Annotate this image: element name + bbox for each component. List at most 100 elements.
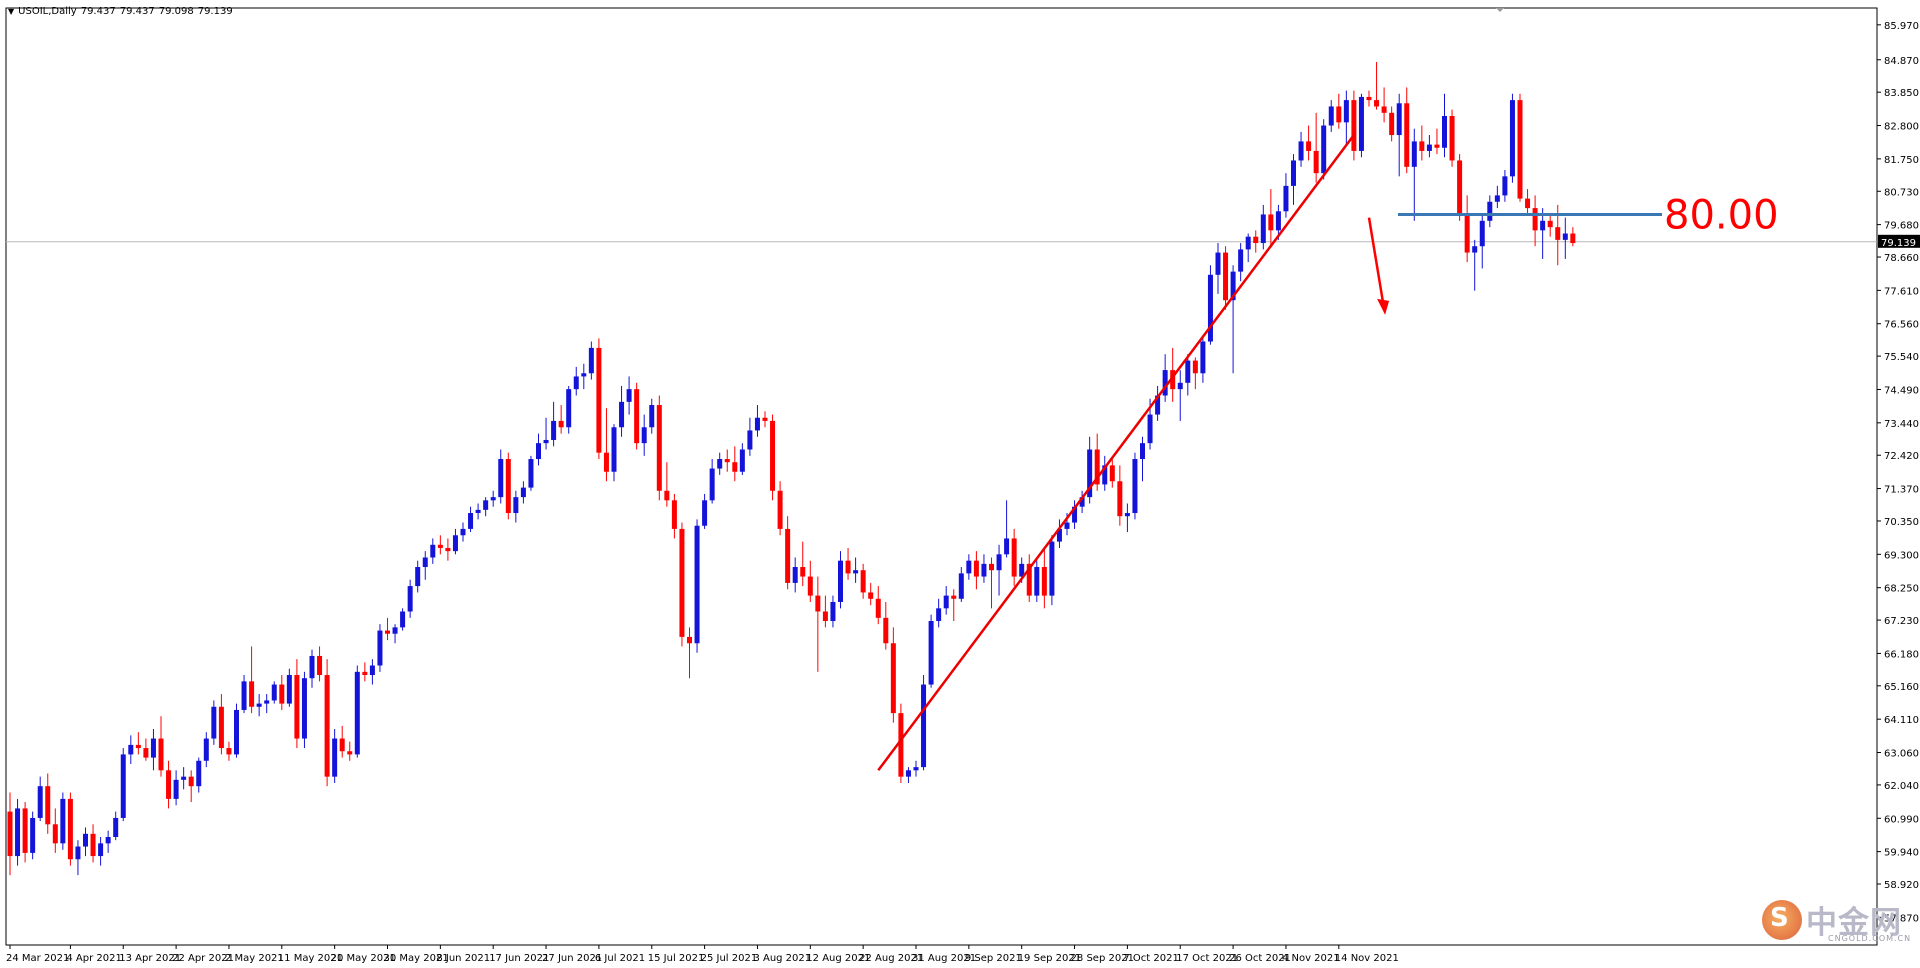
candle-body <box>249 681 255 707</box>
candle-bear <box>679 522 685 647</box>
candle-body <box>687 636 692 644</box>
candle-bear <box>1336 93 1342 129</box>
candle-body <box>702 500 708 526</box>
candle-bear <box>1253 230 1259 253</box>
candle-bull <box>943 586 949 615</box>
candle-bull <box>1343 90 1349 145</box>
candle-bear <box>664 462 670 507</box>
candle-body <box>1291 160 1296 186</box>
candle-body <box>422 557 428 568</box>
x-tick-label: 12 Aug 2021 <box>806 953 870 964</box>
candle-body <box>332 738 338 777</box>
candle-bear <box>687 627 692 679</box>
candle-bear <box>1381 87 1387 123</box>
x-tick-label: 24 Mar 2021 <box>6 953 69 964</box>
candle-bull <box>377 624 383 672</box>
candle-bull <box>520 481 526 504</box>
candle-body <box>1102 465 1108 485</box>
candle-body <box>717 459 723 469</box>
candles <box>7 61 1576 876</box>
top-scroll-marker-icon <box>1496 8 1504 12</box>
x-tick-label: 8 Jun 2021 <box>436 953 490 964</box>
ohlc-high: 79.437 <box>119 6 155 17</box>
x-tick-label: 14 Nov 2021 <box>1335 953 1399 964</box>
candle-body <box>989 563 994 571</box>
candle-body <box>400 611 406 628</box>
x-tick-label: 17 Jun 2021 <box>489 953 549 964</box>
candle-bull <box>1442 93 1447 158</box>
candle-bull <box>936 598 942 628</box>
candle-body <box>868 592 874 599</box>
candle-bull <box>717 452 723 475</box>
candle-bear <box>1404 87 1410 174</box>
y-tick-label: 67.230 <box>1884 616 1919 627</box>
candle-bull <box>928 614 934 688</box>
candle-body <box>641 427 647 444</box>
candle-body <box>724 459 730 463</box>
x-tick-label: 30 May 2021 <box>384 953 449 964</box>
candle-body <box>445 547 451 552</box>
y-tick-label: 76.560 <box>1884 320 1919 331</box>
candle-bull <box>332 729 338 784</box>
y-tick-label: 74.490 <box>1884 385 1919 396</box>
candle-bear <box>317 646 323 682</box>
y-tick-label: 82.800 <box>1884 122 1919 133</box>
candle-body <box>1079 497 1085 507</box>
candle-body <box>1087 449 1093 498</box>
candle-bear <box>596 338 602 460</box>
candle-body <box>1034 567 1040 596</box>
candle-bull <box>1321 119 1327 180</box>
candle-body <box>1268 214 1274 231</box>
current-price-tag-bg <box>1878 234 1920 248</box>
x-tick-label: 7 Oct 2021 <box>1123 953 1178 964</box>
candle-bull <box>241 675 247 714</box>
candle-body <box>1442 115 1447 148</box>
candle-body <box>188 776 194 787</box>
candle-body <box>1049 541 1055 596</box>
candle-bull <box>1155 385 1161 421</box>
candle-bull <box>113 811 119 841</box>
candle-body <box>1321 125 1327 174</box>
candle-bull <box>407 579 413 618</box>
candle-bull <box>1079 490 1085 514</box>
y-tick-label: 68.250 <box>1884 584 1919 595</box>
candle-bull <box>1049 535 1055 606</box>
candle-bull <box>37 776 43 822</box>
candle-body <box>407 586 413 612</box>
candle-body <box>1472 246 1478 253</box>
candle-body <box>558 420 564 428</box>
candle-bull <box>120 748 126 822</box>
candle-body <box>1426 144 1432 151</box>
candle-body <box>1547 220 1553 228</box>
y-axis: 85.970 84.870 83.850 82.800 81.750 80.730 79.6… <box>1877 21 1919 924</box>
candle-bear <box>732 446 738 482</box>
candle-body <box>1358 96 1364 151</box>
down-arrow-shaft <box>1367 217 1386 310</box>
y-tick-label: 71.370 <box>1884 485 1919 496</box>
candle-bull <box>1502 169 1508 202</box>
y-tick-label: 81.750 <box>1884 155 1919 166</box>
candle-body <box>777 490 783 529</box>
collapse-triangle-icon[interactable]: ▼ <box>8 7 15 16</box>
candle-bull <box>256 694 262 717</box>
candle-bear <box>1419 125 1425 161</box>
candle-body <box>1215 252 1221 275</box>
candle-bull <box>60 792 66 850</box>
x-tick-label: 9 Sep 2021 <box>965 953 1022 964</box>
candle-bull <box>702 493 708 529</box>
candle-bull <box>150 729 156 771</box>
candle-body <box>830 601 836 622</box>
candle-bull <box>1162 354 1168 402</box>
candle-body <box>1328 106 1334 126</box>
candle-bull <box>430 538 436 564</box>
candle-body <box>581 373 587 377</box>
candle-body <box>1140 443 1145 460</box>
candle-body <box>1562 233 1568 240</box>
candle-body <box>1479 220 1485 247</box>
candle-body <box>377 630 383 666</box>
x-tick-label: 13 Apr 2021 <box>119 953 181 964</box>
candle-body <box>1132 459 1138 514</box>
x-tick-label: 3 Aug 2021 <box>753 953 811 964</box>
candle-bear <box>1389 106 1395 142</box>
